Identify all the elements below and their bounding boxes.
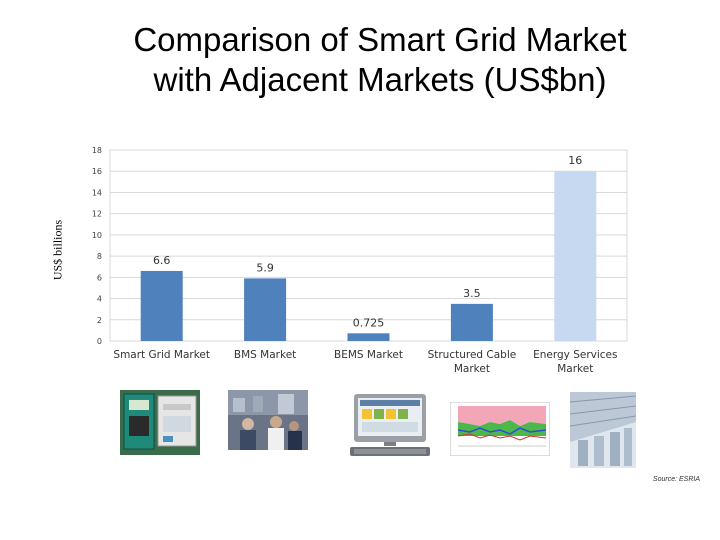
y-tick-label: 8 (97, 252, 102, 261)
y-tick-label: 4 (97, 295, 102, 304)
y-tick-label: 6 (97, 273, 102, 282)
bar (554, 171, 597, 341)
y-tick-label: 14 (92, 188, 102, 197)
chart-title: Comparison of Smart Grid Market with Adj… (60, 20, 700, 100)
bar (347, 333, 390, 341)
y-tick-label: 10 (92, 231, 102, 240)
y-tick-label: 2 (97, 316, 102, 325)
data-label: 5.9 (256, 261, 274, 274)
bar (450, 303, 493, 341)
category-label: Smart Grid Market (113, 349, 210, 361)
data-label: 3.5 (463, 287, 481, 300)
y-tick-label: 0 (97, 337, 102, 346)
category-label: Energy Services (533, 349, 617, 361)
building-energy-image (570, 392, 636, 468)
source-note: Source: ESRIA (652, 476, 700, 483)
data-label: 6.6 (153, 254, 171, 267)
smart-meter-image (120, 390, 200, 455)
chart-title-line-2: with Adjacent Markets (US$bn) (153, 61, 607, 98)
chart-title-line-1: Comparison of Smart Grid Market (133, 21, 627, 58)
data-label: 16 (568, 154, 582, 167)
cable-chart-image (450, 402, 550, 456)
category-label: Structured Cable (428, 349, 517, 361)
bar (140, 270, 183, 341)
category-label: BMS Market (234, 349, 296, 361)
plot-frame (109, 149, 628, 342)
y-axis-label: US$ billions (50, 219, 65, 281)
y-tick-label: 18 (92, 146, 102, 155)
bar-chart: 0 2 4 6 8 10 12 14 16 18 6.6 Smart Grid Market 5.9 BM… (92, 146, 628, 375)
data-label: 0.725 (353, 316, 385, 329)
bems-computer-image (350, 394, 430, 456)
y-tick-label: 16 (92, 167, 102, 176)
y-tick-label: 12 (92, 210, 102, 219)
bar (244, 278, 287, 341)
category-label: BEMS Market (334, 349, 403, 361)
category-label: Market (557, 363, 593, 375)
category-label: Market (454, 363, 490, 375)
office-people-image (228, 390, 308, 450)
